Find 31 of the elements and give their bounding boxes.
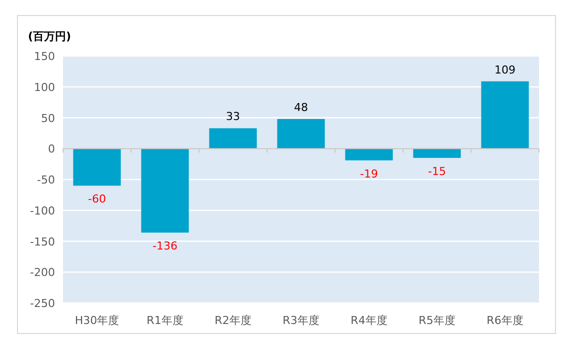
data-label: 109 [494,63,516,76]
data-label: -19 [360,167,378,180]
y-tick-label: 50 [41,112,55,125]
y-tick-label: -250 [30,297,55,310]
y-tick-label: -150 [30,235,55,248]
x-tick-label: R6年度 [486,314,524,327]
bar [73,148,121,186]
x-tick-label: R2年度 [214,314,252,327]
y-tick-label: 100 [34,80,55,94]
y-tick-label: 0 [48,142,55,156]
x-tick-label: R4年度 [350,314,388,327]
y-tick-label: -200 [30,266,55,280]
data-label: 48 [294,100,308,114]
data-label: -136 [152,240,178,253]
x-tick-label: R1年度 [146,314,184,327]
bar [481,81,529,149]
y-tick-label: -100 [30,204,55,218]
bar [277,118,325,149]
y-axis-title: (百万円) [28,30,72,43]
bar [345,148,393,160]
x-tick-label: R5年度 [418,314,456,327]
y-tick-label: -50 [37,174,55,186]
x-tick-label: H30年度 [74,314,120,327]
data-label: 33 [226,110,240,124]
bar [413,148,461,158]
bar [209,128,257,149]
data-label: -15 [428,164,446,178]
x-tick-label: R3年度 [282,314,320,327]
data-label: -60 [88,192,106,206]
y-tick-label: 150 [34,50,55,63]
bar [141,148,189,233]
